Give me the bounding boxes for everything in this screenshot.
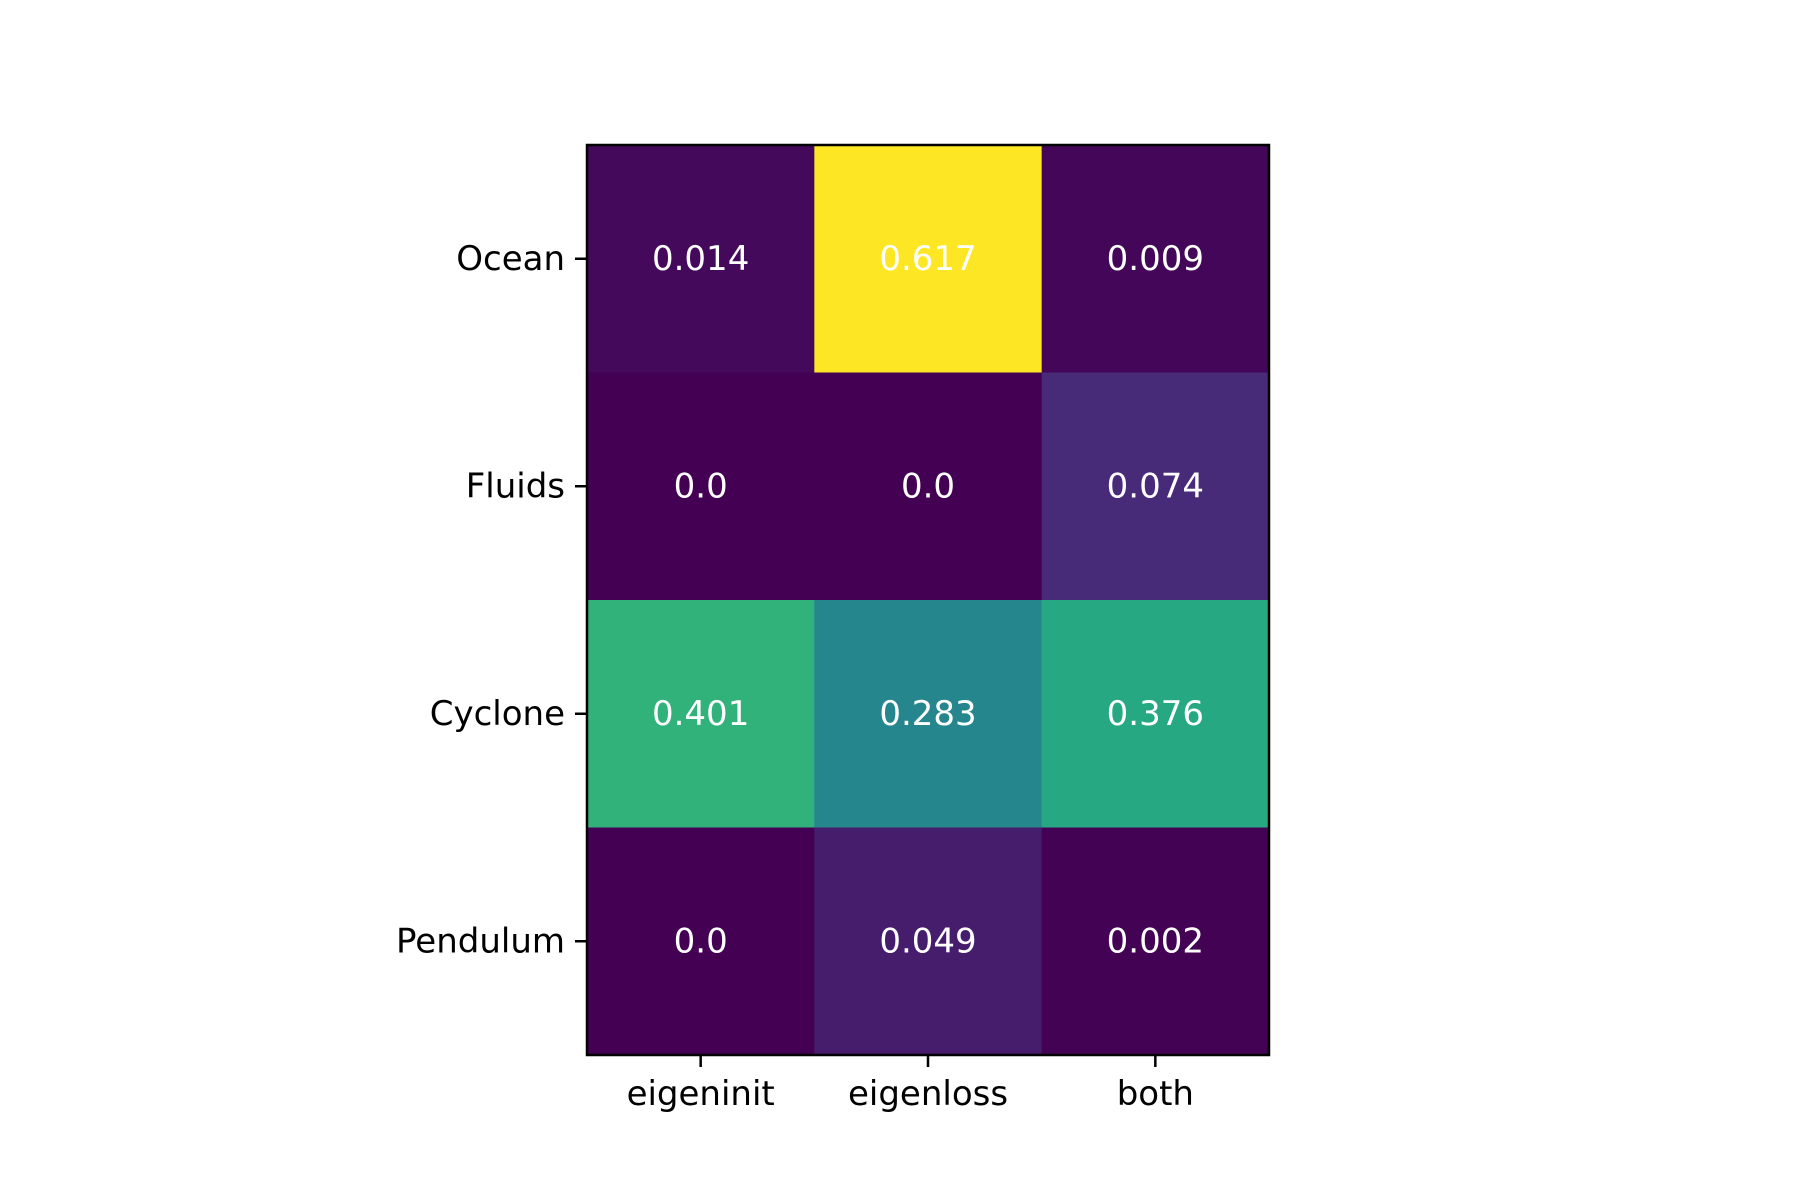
heatmap-cell-ocean-eigenloss [814,145,1043,373]
y-tick-label: Cyclone [430,694,565,734]
cell-value-label: 0.617 [879,239,976,279]
y-tick-label: Pendulum [396,921,565,961]
heatmap-cell-ocean-both [1041,145,1270,373]
heatmap-cell-fluids-both [1041,372,1270,601]
y-axis: Ocean Fluids Cyclone Pendulum [396,239,587,961]
cell-value-label: 0.376 [1107,694,1204,734]
heatmap-cell-cyclone-eigeninit [587,600,815,828]
heatmap-cells [587,145,1270,1056]
heatmap-cell-pendulum-eigeninit [587,827,815,1056]
heatmap-cell-fluids-eigeninit [587,372,815,601]
cell-value-label: 0.002 [1107,921,1204,961]
heatmap-cell-pendulum-both [1041,827,1270,1056]
x-axis: eigeninit eigenloss both [627,1055,1194,1114]
cell-value-label: 0.074 [1107,466,1204,506]
heatmap-cell-pendulum-eigenloss [814,827,1043,1056]
cell-value-label: 0.401 [652,694,749,734]
cell-value-label: 0.009 [1107,239,1204,279]
cell-value-label: 0.283 [879,694,976,734]
heatmap-cell-cyclone-both [1041,600,1270,828]
heatmap-cell-ocean-eigeninit [587,145,815,373]
heatmap-value-labels: 0.014 0.617 0.009 0.0 0.0 0.074 0.401 0.283 0.37… [652,239,1204,962]
y-tick-label: Ocean [456,239,565,279]
x-tick-label: eigenloss [848,1074,1008,1114]
cell-value-label: 0.0 [674,466,728,506]
cell-value-label: 0.0 [901,466,955,506]
x-tick-label: eigeninit [627,1074,775,1114]
cell-value-label: 0.0 [674,921,728,961]
cell-value-label: 0.049 [879,921,976,961]
x-tick-label: both [1117,1074,1194,1114]
heatmap-cell-cyclone-eigenloss [814,600,1043,828]
cell-value-label: 0.014 [652,239,749,279]
y-tick-label: Fluids [466,466,565,506]
heatmap-cell-fluids-eigenloss [814,372,1043,601]
